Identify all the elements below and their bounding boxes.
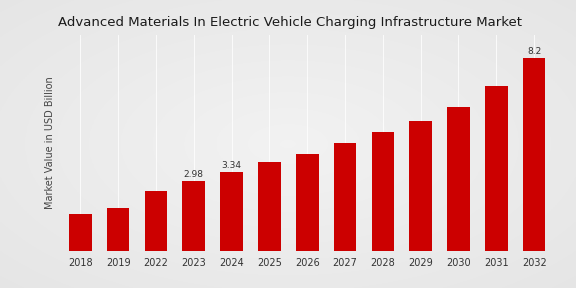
Text: 3.34: 3.34: [222, 161, 241, 170]
Bar: [447, 107, 470, 251]
Bar: [220, 172, 243, 251]
Text: 8.2: 8.2: [527, 47, 541, 56]
Bar: [410, 121, 432, 251]
Bar: [69, 214, 92, 251]
Bar: [258, 162, 281, 251]
Bar: [334, 143, 357, 251]
Bar: [523, 58, 545, 251]
Text: Advanced Materials In Electric Vehicle Charging Infrastructure Market: Advanced Materials In Electric Vehicle C…: [58, 16, 522, 29]
Y-axis label: Market Value in USD Billion: Market Value in USD Billion: [45, 76, 55, 209]
Bar: [485, 86, 507, 251]
Bar: [145, 191, 167, 251]
Bar: [183, 181, 205, 251]
Bar: [107, 208, 130, 251]
Bar: [372, 132, 394, 251]
Bar: [296, 154, 319, 251]
Text: 2.98: 2.98: [184, 170, 204, 179]
